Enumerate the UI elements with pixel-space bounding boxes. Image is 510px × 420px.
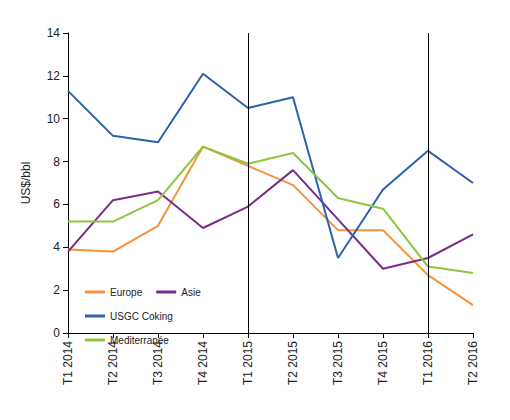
- svg-text:USGC Coking: USGC Coking: [110, 311, 173, 322]
- svg-text:4: 4: [53, 240, 60, 254]
- svg-text:12: 12: [47, 69, 61, 83]
- svg-text:10: 10: [47, 112, 61, 126]
- svg-text:Europe: Europe: [110, 287, 143, 298]
- svg-text:Mediterranée: Mediterranée: [110, 335, 169, 346]
- svg-text:T3 2014: T3 2014: [151, 341, 165, 385]
- svg-text:8: 8: [53, 155, 60, 169]
- svg-text:T2 2016: T2 2016: [466, 341, 480, 385]
- svg-text:T1 2014: T1 2014: [61, 341, 75, 385]
- svg-text:T2 2014: T2 2014: [106, 341, 120, 385]
- svg-text:T4 2014: T4 2014: [196, 341, 210, 385]
- svg-text:0: 0: [53, 326, 60, 340]
- svg-text:Asie: Asie: [181, 287, 201, 298]
- svg-text:T1 2016: T1 2016: [421, 341, 435, 385]
- svg-text:6: 6: [53, 197, 60, 211]
- svg-text:T1 2015: T1 2015: [241, 341, 255, 385]
- svg-text:14: 14: [47, 26, 61, 40]
- svg-text:T4 2015: T4 2015: [376, 341, 390, 385]
- svg-text:T3 2015: T3 2015: [331, 341, 345, 385]
- svg-text:2: 2: [53, 283, 60, 297]
- svg-text:US$/bbl: US$/bbl: [19, 162, 33, 205]
- svg-text:T2 2015: T2 2015: [286, 341, 300, 385]
